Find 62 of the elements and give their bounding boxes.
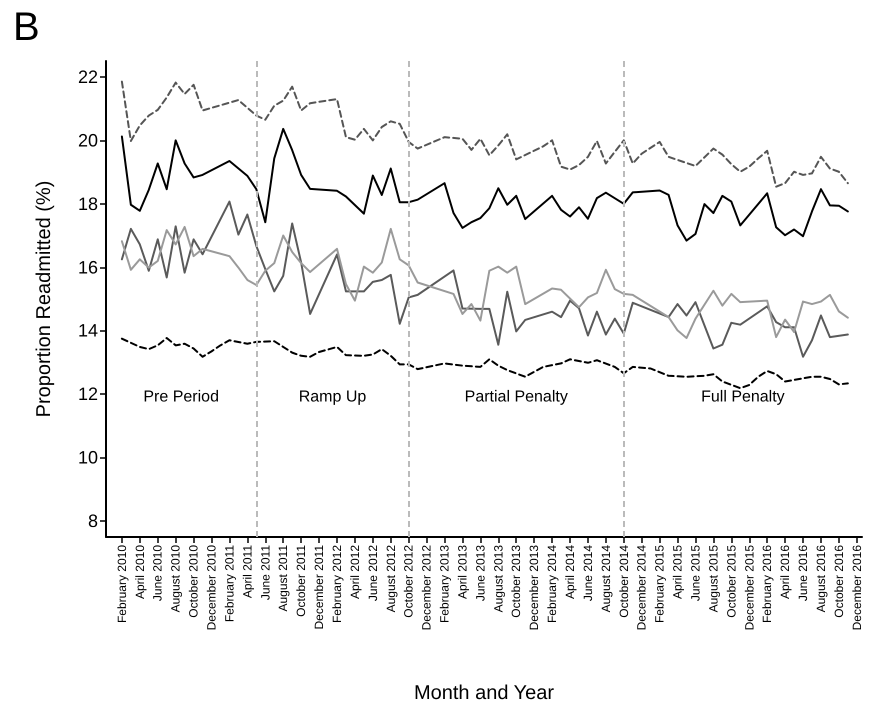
line-series (120, 80, 849, 188)
x-tick-label: April 2013 (455, 544, 470, 600)
y-tick-label: 22 (78, 66, 98, 87)
line-series (120, 128, 849, 242)
x-tick-label: April 2015 (670, 544, 685, 600)
x-tick-label: December 2013 (527, 544, 542, 630)
y-tick-label: 8 (88, 511, 98, 532)
x-tick-label: February 2015 (652, 544, 667, 624)
line-series (120, 337, 849, 390)
x-axis-title: Month and Year (414, 682, 554, 704)
annotation: Pre Period (143, 388, 219, 406)
x-tick-label: October 2012 (402, 544, 416, 618)
x-tick-label: December 2012 (420, 544, 434, 630)
x-tick-label: October 2016 (832, 544, 846, 618)
x-tick-label: June 2013 (473, 544, 488, 602)
y-tick-label: 16 (78, 257, 98, 278)
x-tick-label: December 2016 (850, 544, 864, 630)
y-tick-label: 20 (78, 130, 98, 150)
x-tick-label: April 2016 (778, 544, 792, 600)
x-tick-label: October 2014 (616, 544, 631, 618)
x-tick-label: August 2013 (491, 544, 506, 612)
x-tick-label: April 2010 (132, 544, 147, 600)
x-tick-label: August 2014 (598, 544, 613, 612)
x-tick-label: February 2016 (760, 544, 774, 624)
x-tick-label: August 2010 (168, 544, 183, 612)
x-tick-label: June 2012 (366, 544, 380, 602)
annotation: Ramp Up (298, 388, 366, 406)
x-tick-label: June 2016 (796, 544, 810, 602)
x-tick-label: April 2012 (348, 544, 362, 600)
x-tick-label: October 2011 (294, 544, 308, 617)
x-tick-label: June 2010 (150, 544, 165, 602)
x-tick-label: February 2013 (438, 544, 452, 624)
x-tick-label: October 2010 (186, 544, 201, 618)
x-tick-label: December 2014 (634, 544, 649, 630)
annotation: Partial Penalty (464, 388, 568, 406)
y-tick-label: 10 (78, 448, 98, 468)
x-tick-label: June 2011 (258, 544, 272, 600)
x-tick-label: February 2011 (222, 544, 236, 622)
line-series (120, 200, 849, 358)
x-tick-label: October 2013 (509, 544, 524, 618)
x-tick-label: April 2011 (240, 544, 254, 598)
line-series (120, 226, 849, 340)
chart-title: B (13, 5, 40, 49)
x-tick-label: December 2010 (204, 544, 219, 630)
x-tick-label: August 2016 (814, 544, 828, 612)
x-tick-label: June 2015 (688, 544, 702, 602)
x-tick-label: December 2011 (312, 544, 326, 630)
annotation: Full Penalty (701, 388, 785, 406)
x-tick-label: June 2014 (580, 544, 595, 602)
x-tick-label: August 2011 (276, 544, 290, 612)
x-tick-label: February 2012 (330, 544, 344, 624)
x-tick-label: February 2014 (545, 544, 560, 624)
y-tick-label: 14 (78, 320, 98, 341)
x-tick-label: August 2015 (706, 544, 720, 612)
x-tick-label: February 2010 (114, 544, 129, 624)
x-tick-label: August 2012 (384, 544, 398, 612)
y-axis-title: Proportion Readmitted (%) (33, 180, 55, 418)
x-tick-label: October 2015 (724, 544, 738, 618)
y-tick-label: 12 (78, 384, 98, 404)
x-tick-label: April 2014 (563, 544, 578, 600)
x-tick-label: December 2015 (742, 544, 756, 630)
y-tick-label: 18 (78, 194, 98, 214)
